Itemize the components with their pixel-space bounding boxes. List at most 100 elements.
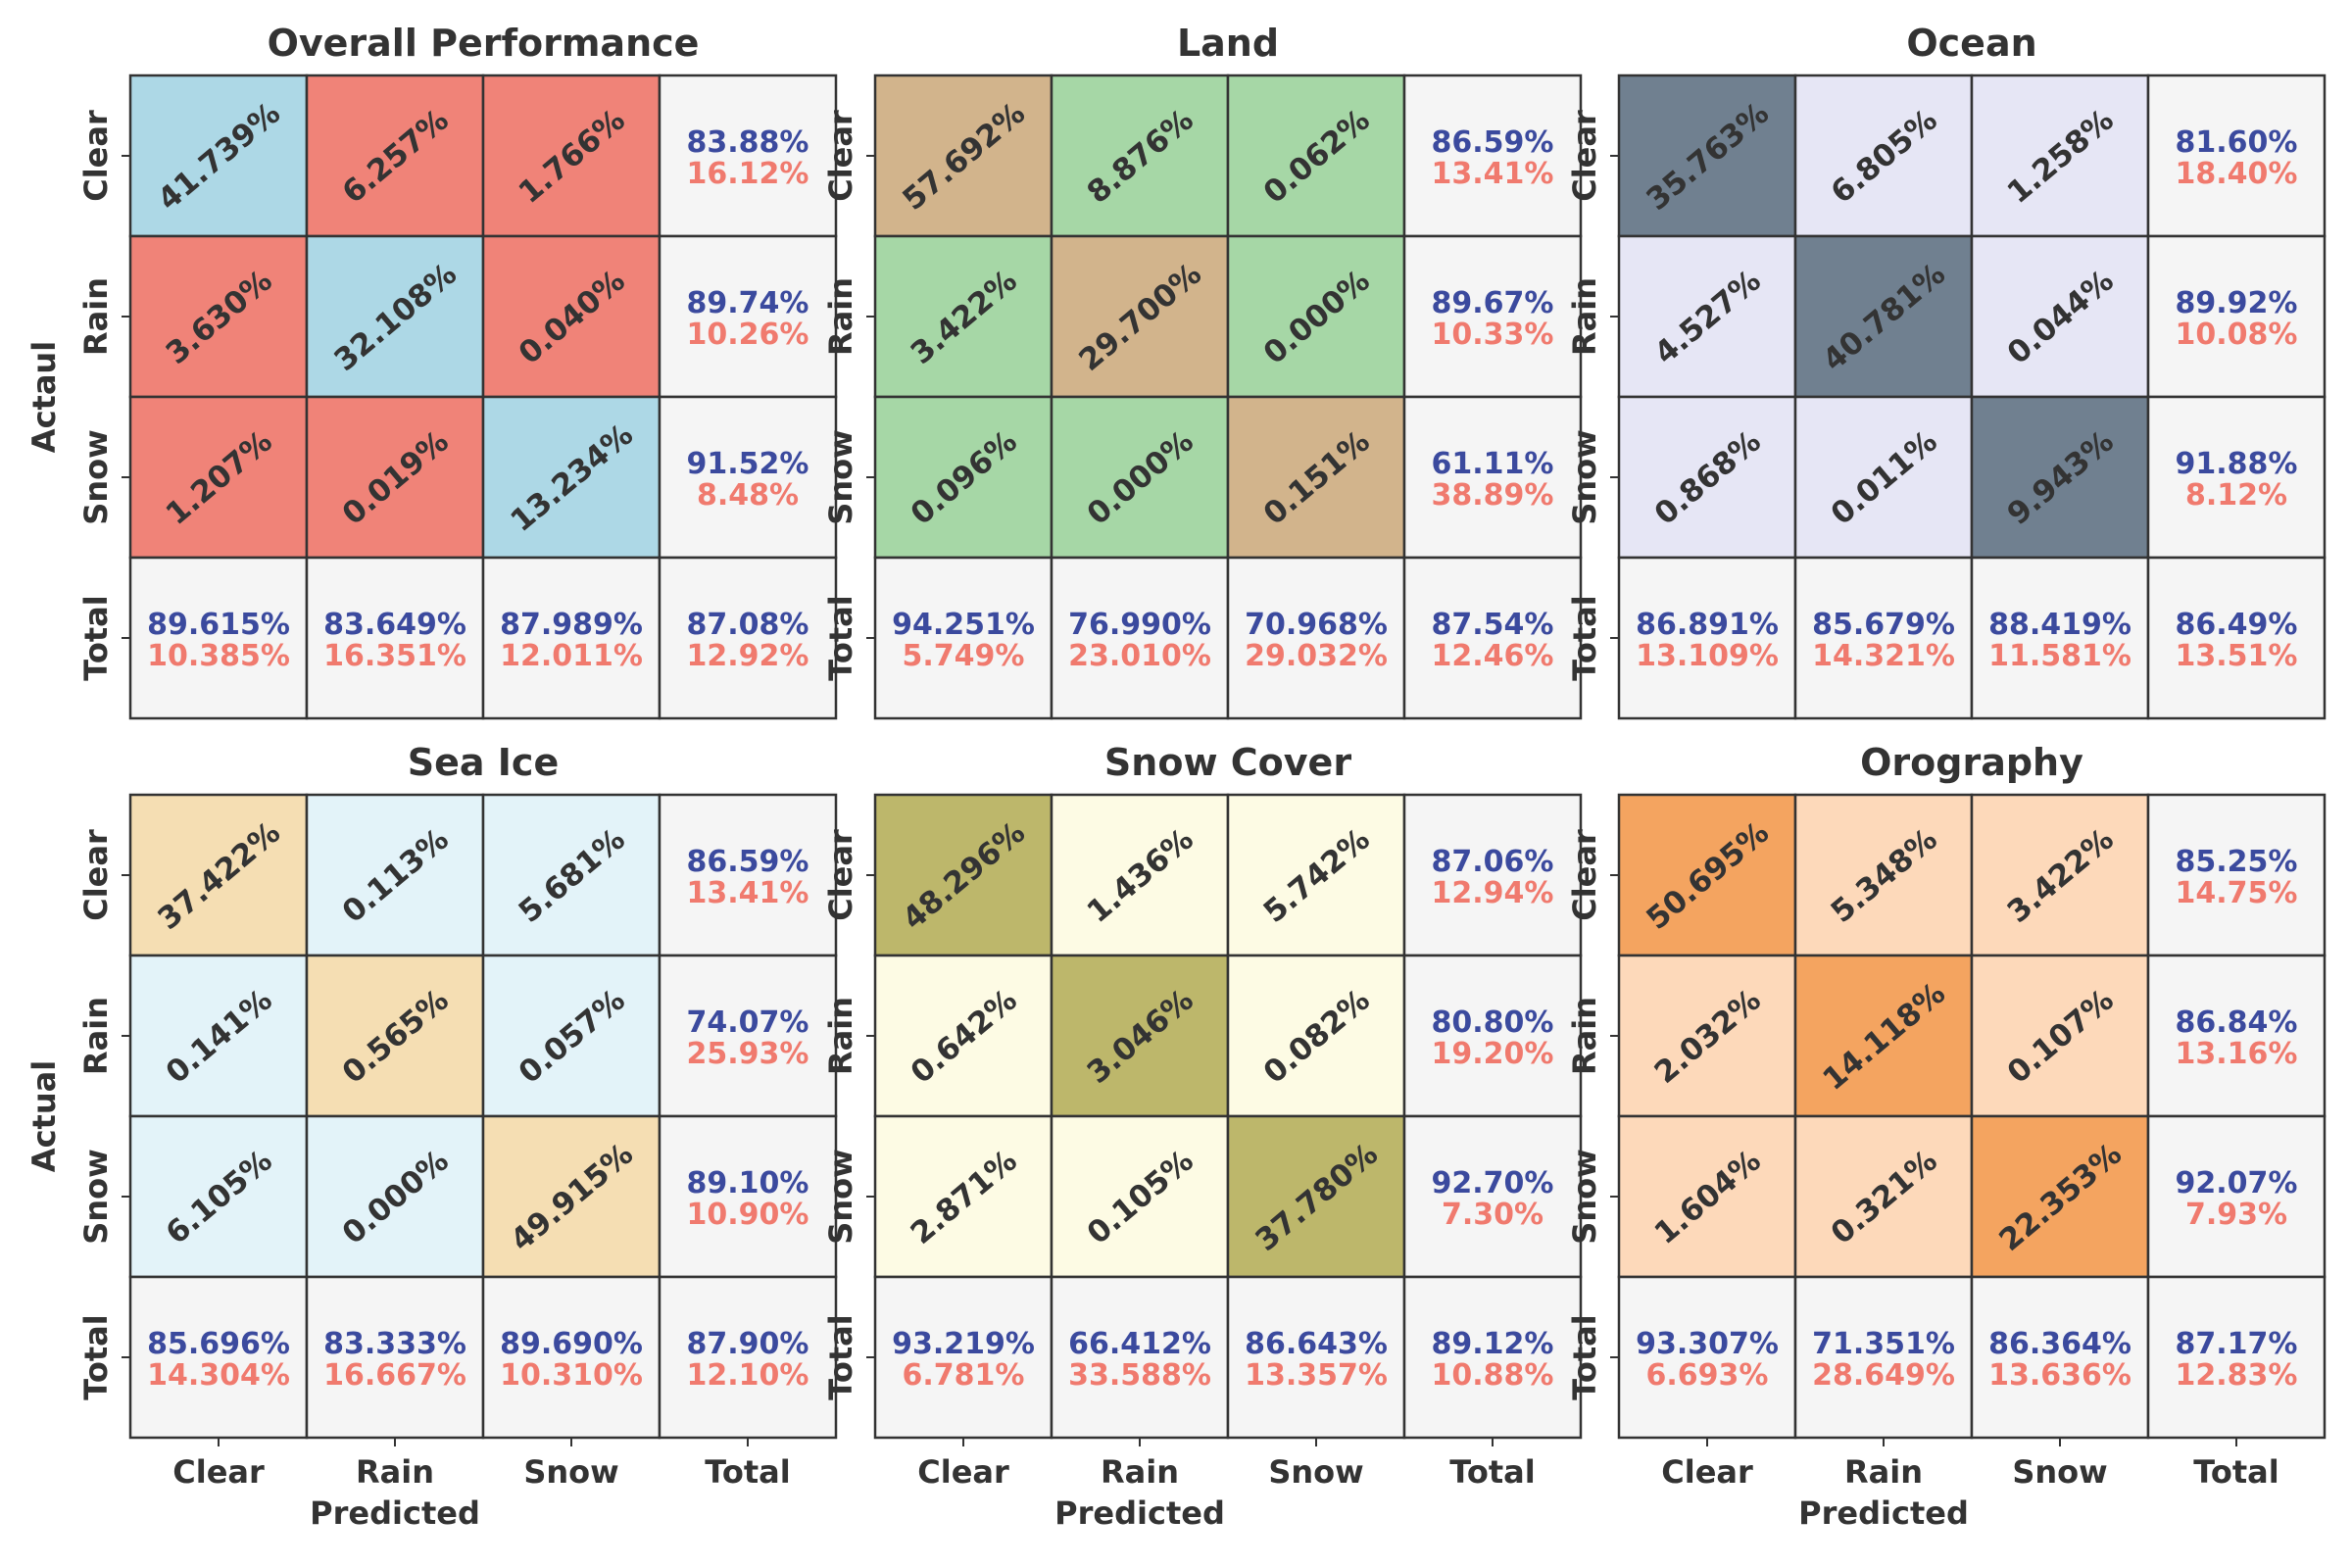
error-rate: 12.92% [687,639,809,673]
matrix-cell [1793,395,1974,560]
y-tick-label: Rain [77,997,115,1075]
correct-rate: 83.333% [323,1327,466,1361]
matrix-cell [1050,234,1230,399]
error-rate: 12.10% [687,1358,809,1393]
y-tick-label: Clear [77,829,115,921]
y-axis-label: Actual [25,1060,63,1172]
matrix-cell [1226,1275,1406,1440]
error-rate: 6.693% [1646,1358,1769,1393]
panel-title: Snow Cover [1104,741,1351,784]
matrix-cell [305,793,485,957]
matrix-cell [1793,74,1974,238]
matrix-cell [658,234,838,399]
matrix-cell [1617,234,1797,399]
matrix-cell [1793,234,1974,399]
matrix-cell [1402,1114,1583,1279]
correct-rate: 76.990% [1068,608,1211,642]
correct-rate: 85.696% [147,1327,290,1361]
correct-rate: 83.88% [687,125,809,160]
correct-rate: 93.307% [1636,1327,1779,1361]
y-tick-label: Clear [1566,829,1603,921]
matrix-cell [2146,74,2327,238]
error-rate: 10.08% [2176,318,2298,352]
correct-rate: 89.67% [1432,286,1554,320]
y-tick-label: Total [77,595,115,680]
matrix-cell [128,556,309,720]
matrix-cell [481,1275,662,1440]
matrix-cell [1050,1275,1230,1440]
matrix-cell [873,556,1054,720]
correct-rate: 89.690% [500,1327,643,1361]
x-axis-label: Predicted [1054,1494,1225,1532]
y-tick-label: Clear [1566,110,1603,202]
matrix-cell [2146,395,2327,560]
error-rate: 7.30% [1442,1198,1544,1232]
x-tick-label: Total [1449,1453,1535,1491]
matrix-cell [1402,954,1583,1118]
error-rate: 11.581% [1988,639,2132,673]
error-rate: 6.781% [903,1358,1025,1393]
matrix-cell [305,1275,485,1440]
error-rate: 14.75% [2176,876,2298,910]
y-tick-label: Rain [77,277,115,356]
error-rate: 12.011% [500,639,643,673]
correct-rate: 83.649% [323,608,466,642]
matrix-cell [658,954,838,1118]
matrix-cell [873,234,1054,399]
matrix-cell [1793,793,1974,957]
matrix-cell [1617,556,1797,720]
error-rate: 38.89% [1432,478,1554,513]
y-tick-label: Total [1566,595,1603,680]
correct-rate: 89.74% [687,286,809,320]
correct-rate: 89.615% [147,608,290,642]
matrix-cell [658,1114,838,1279]
error-rate: 16.12% [687,157,809,191]
correct-rate: 87.06% [1432,845,1554,879]
correct-rate: 86.59% [1432,125,1554,160]
y-tick-label: Rain [1566,277,1603,356]
matrix-cell [481,234,662,399]
correct-rate: 81.60% [2176,125,2298,160]
matrix-cell [1970,556,2150,720]
panel-title: Land [1177,22,1279,65]
correct-rate: 86.643% [1245,1327,1388,1361]
matrix-cell [1226,556,1406,720]
correct-rate: 91.88% [2176,447,2298,481]
matrix-cell [1050,395,1230,560]
y-tick-label: Rain [1566,997,1603,1075]
error-rate: 16.351% [323,639,466,673]
x-tick-label: Snow [2012,1453,2107,1491]
correct-rate: 93.219% [892,1327,1035,1361]
y-tick-label: Snow [822,1149,859,1244]
x-axis-label: Predicted [310,1494,480,1532]
correct-rate: 87.90% [687,1327,809,1361]
correct-rate: 92.07% [2176,1166,2298,1200]
x-tick-label: Total [705,1453,790,1491]
matrix-cell [1617,395,1797,560]
matrix-cell [1226,234,1406,399]
error-rate: 23.010% [1068,639,1211,673]
correct-rate: 94.251% [892,608,1035,642]
matrix-cell [1402,234,1583,399]
error-rate: 7.93% [2185,1198,2287,1232]
error-rate: 13.357% [1245,1358,1388,1393]
y-tick-label: Snow [1566,429,1603,524]
matrix-cell [658,556,838,720]
correct-rate: 86.84% [2176,1005,2298,1040]
matrix-cell [1793,1275,1974,1440]
correct-rate: 85.679% [1812,608,1955,642]
matrix-cell [128,74,309,238]
y-tick-label: Clear [822,829,859,921]
error-rate: 10.90% [687,1198,809,1232]
x-tick-label: Snow [523,1453,618,1491]
x-tick-label: Rain [356,1453,434,1491]
error-rate: 28.649% [1812,1358,1955,1393]
error-rate: 10.33% [1432,318,1554,352]
correct-rate: 89.10% [687,1166,809,1200]
error-rate: 10.88% [1432,1358,1554,1393]
y-tick-label: Total [77,1314,115,1399]
correct-rate: 89.92% [2176,286,2298,320]
matrix-cell [1402,1275,1583,1440]
